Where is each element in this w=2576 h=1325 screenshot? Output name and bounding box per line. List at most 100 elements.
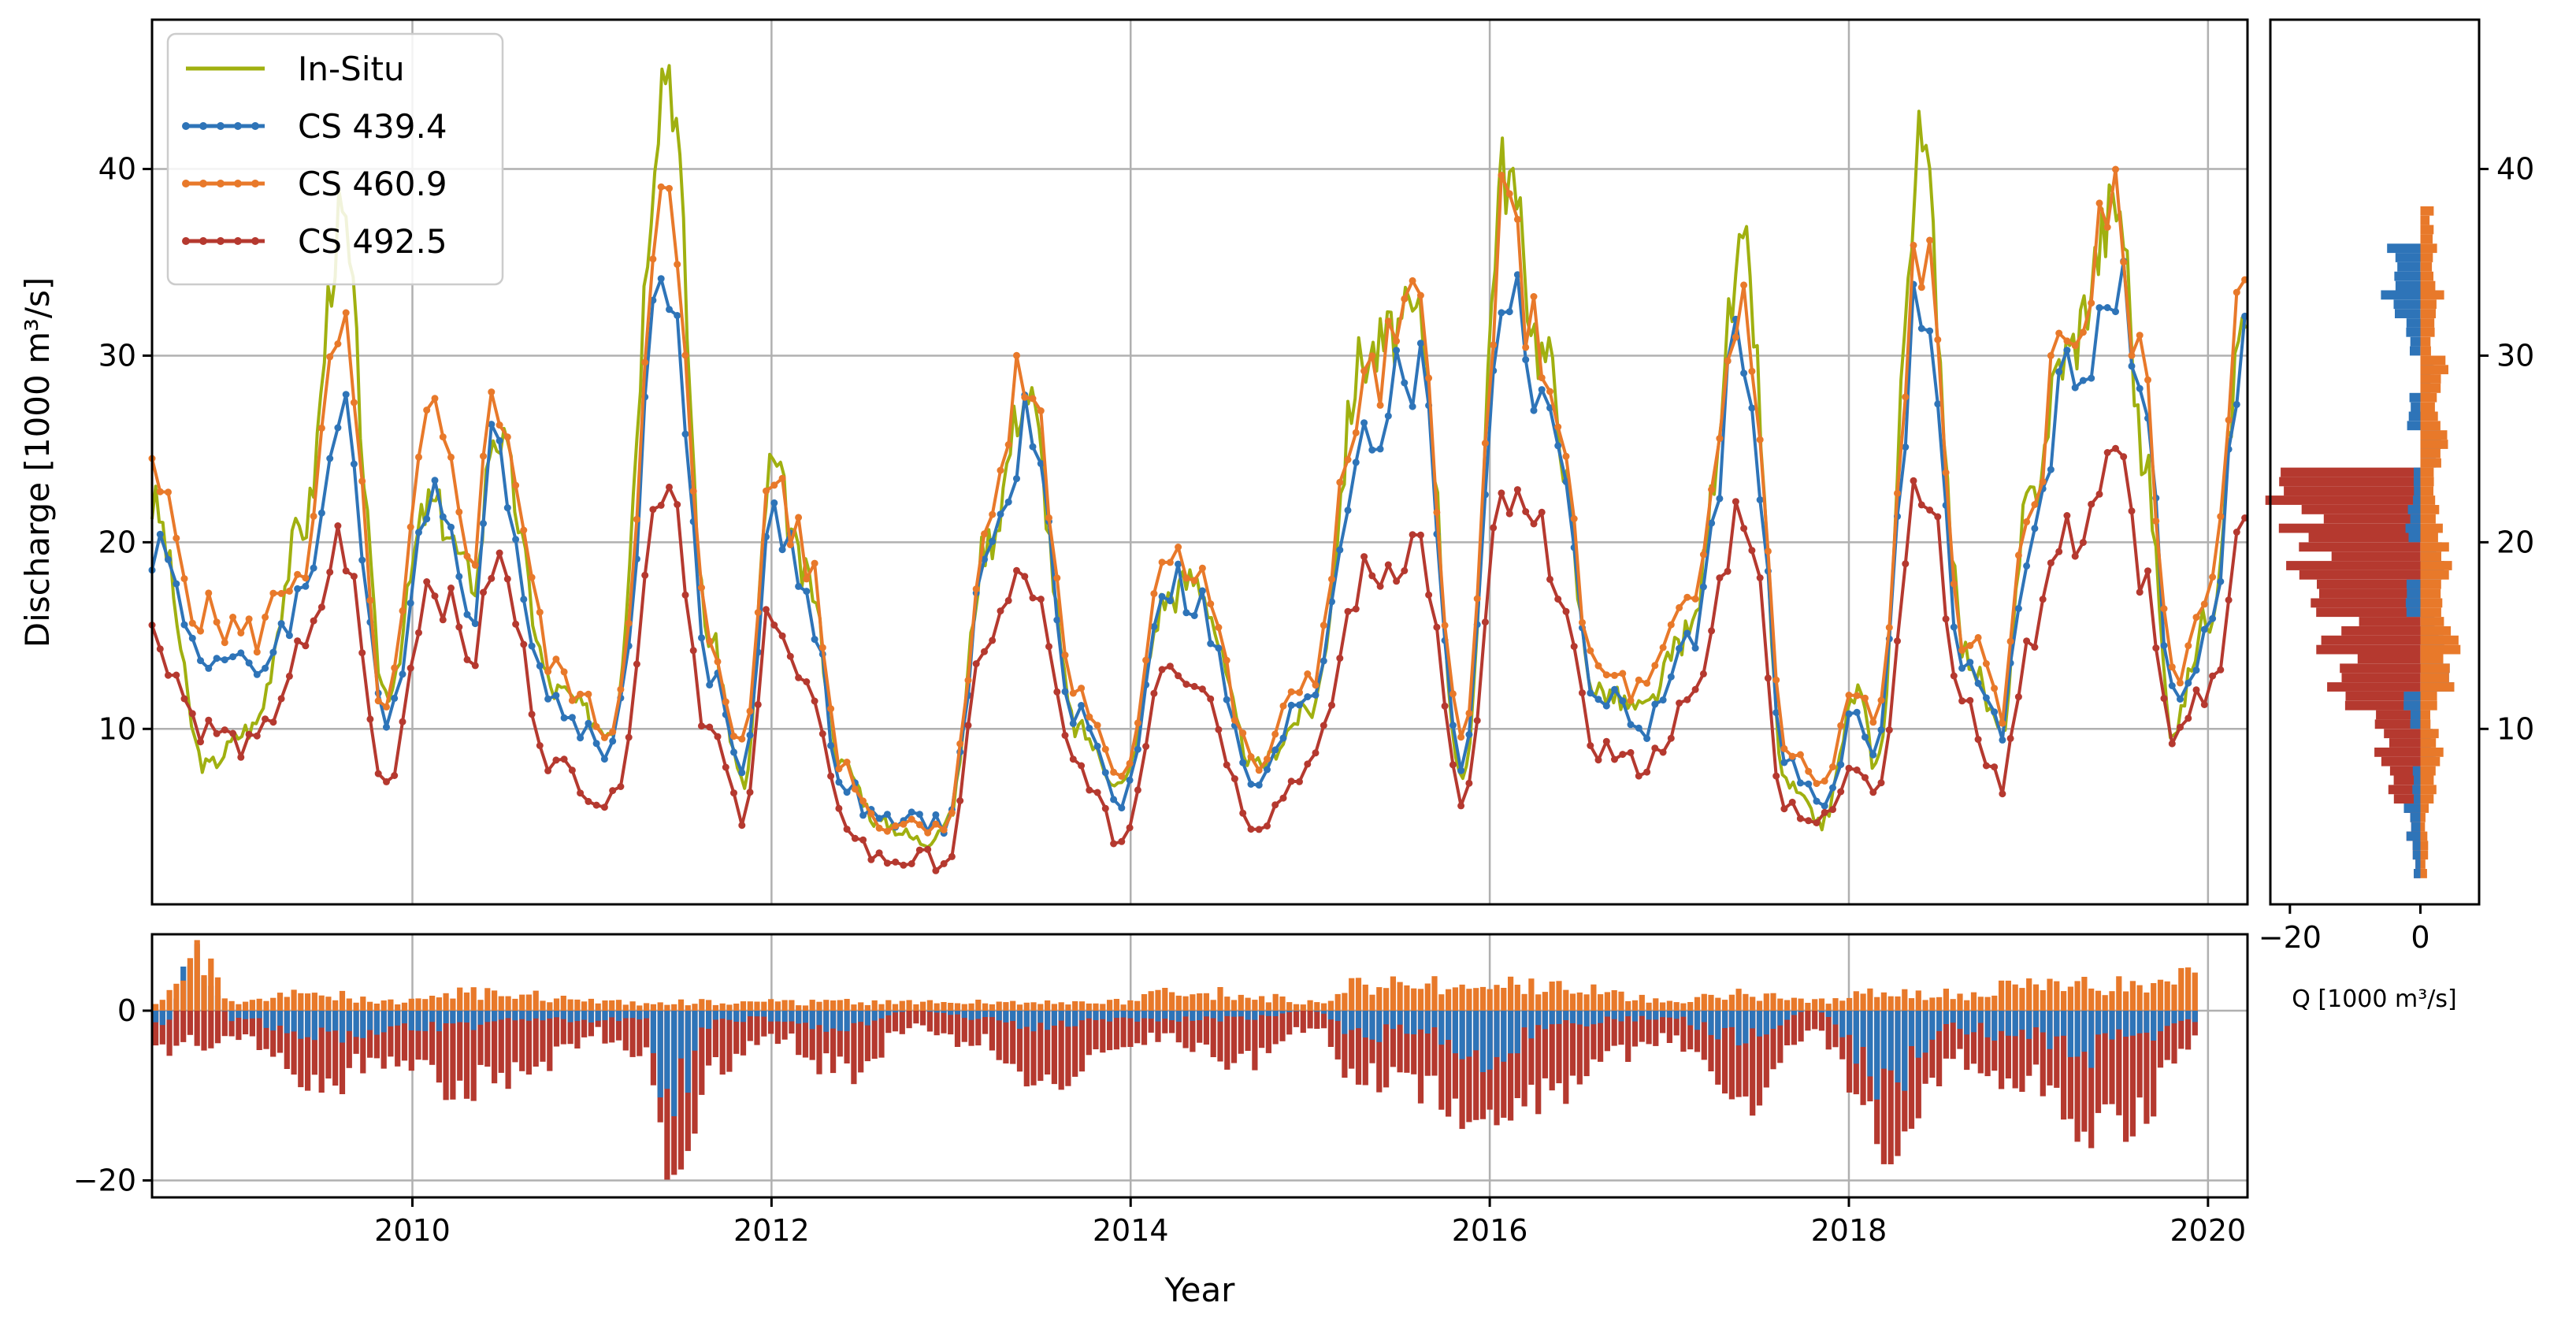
series-point-cs-460-9-81: [803, 575, 811, 583]
residual-bar-cs-492-5-16: [263, 1011, 269, 1049]
hist-bar-cs-460-9-10-0: [2420, 495, 2436, 505]
residual-bar-cs-492-5-273: [2040, 1011, 2046, 1097]
series-point-cs-492-5-212: [1861, 774, 1869, 781]
residual-bar-cs-460-9-155: [1224, 997, 1230, 1011]
residual-bar-cs-460-9-169: [1321, 1003, 1327, 1011]
residual-bar-cs-460-9-153: [1210, 1000, 1216, 1011]
series-point-cs-460-9-32: [406, 523, 414, 531]
series-point-cs-439-4-20: [310, 564, 317, 572]
hist-bar-cs-460-9-2-1: [2420, 785, 2437, 795]
series-point-cs-460-9-20: [310, 512, 317, 520]
hist-xtick-label-1: 0: [2411, 920, 2429, 955]
residual-bar-cs-460-9-145: [1155, 989, 1161, 1011]
series-point-cs-492-5-14: [262, 715, 269, 723]
residual-bar-cs-492-5-170: [1327, 1011, 1334, 1047]
series-point-cs-439-4-81: [803, 588, 811, 596]
series-point-cs-492-5-97: [932, 867, 940, 874]
residual-bar-cs-460-9-77: [685, 1005, 691, 1011]
series-point-cs-492-5-15: [269, 718, 277, 726]
residual-bar-cs-492-5-215: [1639, 1011, 1645, 1042]
hist-bar-cs-439-4-0-2: [2412, 850, 2421, 860]
series-point-cs-492-5-43: [496, 549, 503, 557]
series-point-cs-439-4-150: [1360, 419, 1368, 427]
series-point-cs-492-5-65: [674, 501, 681, 508]
series-point-cs-492-5-257: [2225, 596, 2233, 604]
series-point-cs-492-5-162: [1457, 802, 1465, 810]
residual-bar-cs-439-4-237: [1791, 1011, 1797, 1015]
series-point-cs-439-4-91: [883, 811, 891, 818]
residual-bar-cs-439-4-174: [1355, 1011, 1362, 1029]
residual-bar-cs-492-5-187: [1446, 1011, 1452, 1117]
series-point-cs-460-9-158: [1425, 374, 1433, 382]
hist-bar-cs-460-9-13-1: [2420, 374, 2441, 384]
series-point-cs-439-4-29: [383, 723, 390, 731]
residual-bar-cs-439-4-103: [864, 1011, 870, 1026]
series-point-cs-439-4-228: [1991, 708, 1999, 716]
residual-bar-cs-492-5-239: [1805, 1011, 1811, 1031]
residual-bar-cs-492-5-41: [436, 1011, 442, 1083]
series-point-cs-492-5-38: [455, 623, 463, 631]
legend-label-cs-460-9: CS 460.9: [298, 165, 447, 203]
hist-bar-cs-492-5-3-0: [2381, 756, 2421, 766]
series-point-cs-460-9-218: [1910, 241, 1917, 249]
residual-bar-cs-460-9-142: [1134, 1000, 1141, 1011]
hist-bar-cs-460-9-14-2: [2420, 327, 2435, 337]
series-point-cs-460-9-148: [1344, 456, 1352, 463]
series-point-cs-492-5-178: [1587, 742, 1594, 749]
residual-bar-cs-439-4-70: [637, 1011, 643, 1020]
series-point-cs-460-9-4: [180, 575, 188, 583]
residual-bar-cs-439-4-183: [1417, 1011, 1424, 1030]
series-point-cs-460-9-38: [455, 508, 463, 516]
series-point-cs-460-9-188: [1667, 621, 1675, 629]
series-point-cs-439-4-122: [1134, 745, 1141, 753]
hist-bar-cs-492-5-2-2: [2393, 775, 2421, 785]
residual-bar-cs-439-4-271: [2026, 1011, 2032, 1039]
residual-bar-cs-492-5-38: [415, 1011, 421, 1060]
residual-bar-cs-492-5-141: [1127, 1011, 1134, 1047]
residual-bar-cs-492-5-14: [249, 1011, 255, 1037]
hist-bar-cs-492-5-10-0: [2265, 495, 2421, 505]
series-point-cs-460-9-24: [342, 309, 350, 317]
residual-bar-cs-492-5-231: [1750, 1011, 1756, 1116]
series-point-cs-492-5-155: [1401, 567, 1409, 574]
residual-bar-cs-439-4-225: [1708, 1011, 1714, 1035]
series-point-cs-460-9-237: [2063, 337, 2071, 345]
series-point-cs-460-9-87: [851, 785, 859, 793]
residual-bar-cs-492-5-37: [408, 1011, 414, 1071]
series-point-cs-492-5-89: [867, 855, 875, 863]
residual-bar-cs-439-4-219: [1666, 1011, 1672, 1018]
residual-bar-cs-439-4-75: [671, 1011, 677, 1116]
series-point-cs-460-9-45: [512, 481, 520, 489]
series-point-cs-439-4-118: [1101, 769, 1109, 777]
hist-bar-cs-439-4-16-0: [2394, 271, 2421, 281]
residual-bar-cs-460-9-268: [2005, 980, 2011, 1011]
residual-bar-cs-439-4-207: [1583, 1011, 1590, 1026]
series-point-cs-492-5-33: [415, 629, 422, 637]
residual-bar-cs-492-5-103: [864, 1011, 870, 1062]
series-point-cs-439-4-188: [1667, 673, 1675, 681]
residual-bar-cs-439-4-25: [325, 1011, 332, 1032]
residual-bar-cs-439-4-233: [1763, 1011, 1769, 1035]
residual-bar-cs-439-4-249: [1874, 1011, 1880, 1100]
series-point-cs-460-9-233: [2031, 501, 2039, 508]
series-point-cs-492-5-16: [277, 695, 285, 703]
series-point-cs-492-5-193: [1708, 627, 1716, 635]
residual-bar-cs-460-9-141: [1127, 1000, 1134, 1011]
residual-bar-cs-439-4-28: [346, 1011, 352, 1031]
residual-bar-cs-460-9-175: [1362, 984, 1368, 1011]
series-point-cs-460-9-131: [1207, 600, 1215, 608]
legend-box: [166, 32, 504, 286]
series-point-cs-460-9-3: [173, 534, 180, 542]
series-point-cs-460-9-27: [366, 596, 374, 604]
residual-bar-cs-460-9-288: [2144, 992, 2150, 1011]
series-point-cs-460-9-75: [754, 609, 762, 616]
series-point-cs-492-5-90: [875, 849, 883, 857]
series-point-cs-492-5-251: [2177, 723, 2184, 731]
series-point-cs-439-4-170: [1522, 356, 1530, 364]
residual-bar-cs-439-4-83: [726, 1011, 733, 1020]
series-point-cs-439-4-52: [568, 714, 576, 722]
residual-bar-cs-439-4-286: [2129, 1011, 2136, 1036]
series-point-cs-460-9-25: [350, 399, 358, 406]
residual-bar-cs-492-5-263: [1970, 1011, 1977, 1064]
residual-bar-cs-492-5-163: [1279, 1011, 1286, 1041]
